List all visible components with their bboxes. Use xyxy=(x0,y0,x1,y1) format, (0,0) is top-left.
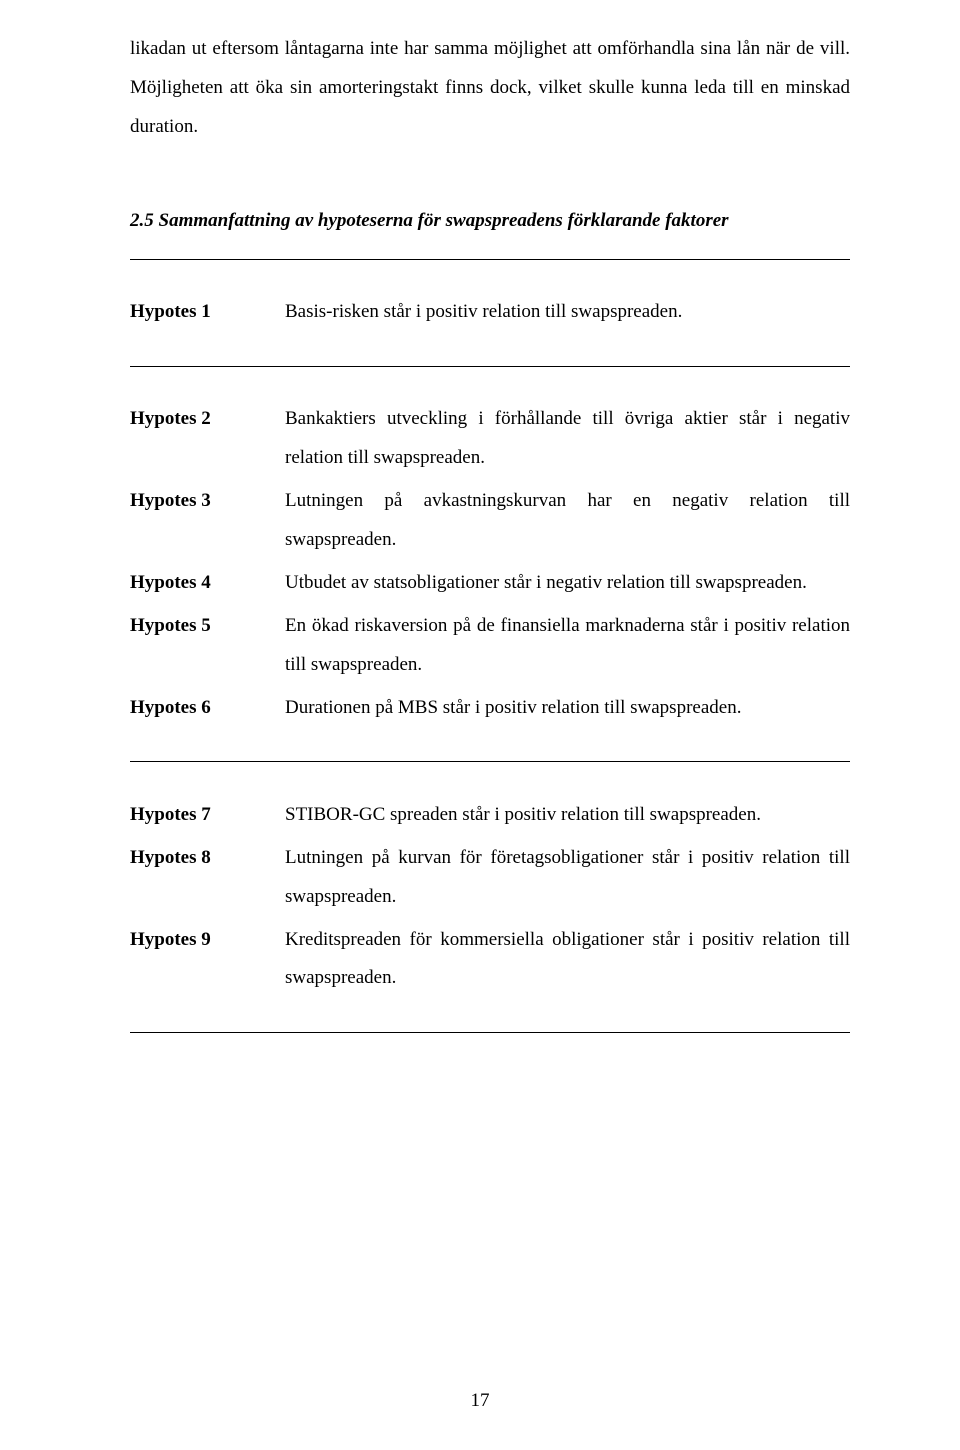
table-row: Hypotes 9 Kreditspreaden för kommersiell… xyxy=(130,919,850,1001)
table-row: Hypotes 2 Bankaktiers utveckling i förhå… xyxy=(130,398,850,480)
section-heading: 2.5 Sammanfattning av hypoteserna för sw… xyxy=(130,202,850,241)
hypothesis-description: STIBOR-GC spreaden står i positiv relati… xyxy=(285,794,850,837)
hypothesis-group: Hypotes 7 STIBOR-GC spreaden står i posi… xyxy=(130,762,850,1033)
table-row: Hypotes 5 En ökad riskaversion på de fin… xyxy=(130,605,850,687)
hypothesis-label: Hypotes 4 xyxy=(130,562,285,605)
hypothesis-description: Lutningen på avkastningskurvan har en ne… xyxy=(285,480,850,562)
hypothesis-description: Lutningen på kurvan för företagsobligati… xyxy=(285,837,850,919)
page-number: 17 xyxy=(0,1390,960,1412)
table-row: Hypotes 6 Durationen på MBS står i posit… xyxy=(130,687,850,730)
hypothesis-label: Hypotes 6 xyxy=(130,687,285,730)
hypothesis-label: Hypotes 1 xyxy=(130,291,285,334)
hypothesis-label: Hypotes 9 xyxy=(130,919,285,1001)
hypothesis-description: Durationen på MBS står i positiv relatio… xyxy=(285,687,850,730)
table-row: Hypotes 7 STIBOR-GC spreaden står i posi… xyxy=(130,794,850,837)
hypothesis-description: Bankaktiers utveckling i förhållande til… xyxy=(285,398,850,480)
hypothesis-label: Hypotes 8 xyxy=(130,837,285,919)
table-row: Hypotes 4 Utbudet av statsobligationer s… xyxy=(130,562,850,605)
hypothesis-group: Hypotes 1 Basis-risken står i positiv re… xyxy=(130,259,850,366)
hypothesis-label: Hypotes 3 xyxy=(130,480,285,562)
hypothesis-description: Kreditspreaden för kommersiella obligati… xyxy=(285,919,850,1001)
table-row: Hypotes 1 Basis-risken står i positiv re… xyxy=(130,291,850,334)
table-row: Hypotes 3 Lutningen på avkastningskurvan… xyxy=(130,480,850,562)
hypothesis-label: Hypotes 2 xyxy=(130,398,285,480)
hypothesis-label: Hypotes 7 xyxy=(130,794,285,837)
hypotheses-table: Hypotes 1 Basis-risken står i positiv re… xyxy=(130,259,850,1033)
hypothesis-label: Hypotes 5 xyxy=(130,605,285,687)
intro-paragraph: likadan ut eftersom låntagarna inte har … xyxy=(130,30,850,147)
hypothesis-description: Basis-risken står i positiv relation til… xyxy=(285,291,850,334)
hypothesis-description: Utbudet av statsobligationer står i nega… xyxy=(285,562,850,605)
hypothesis-group: Hypotes 2 Bankaktiers utveckling i förhå… xyxy=(130,366,850,762)
table-row: Hypotes 8 Lutningen på kurvan för företa… xyxy=(130,837,850,919)
hypothesis-description: En ökad riskaversion på de finansiella m… xyxy=(285,605,850,687)
